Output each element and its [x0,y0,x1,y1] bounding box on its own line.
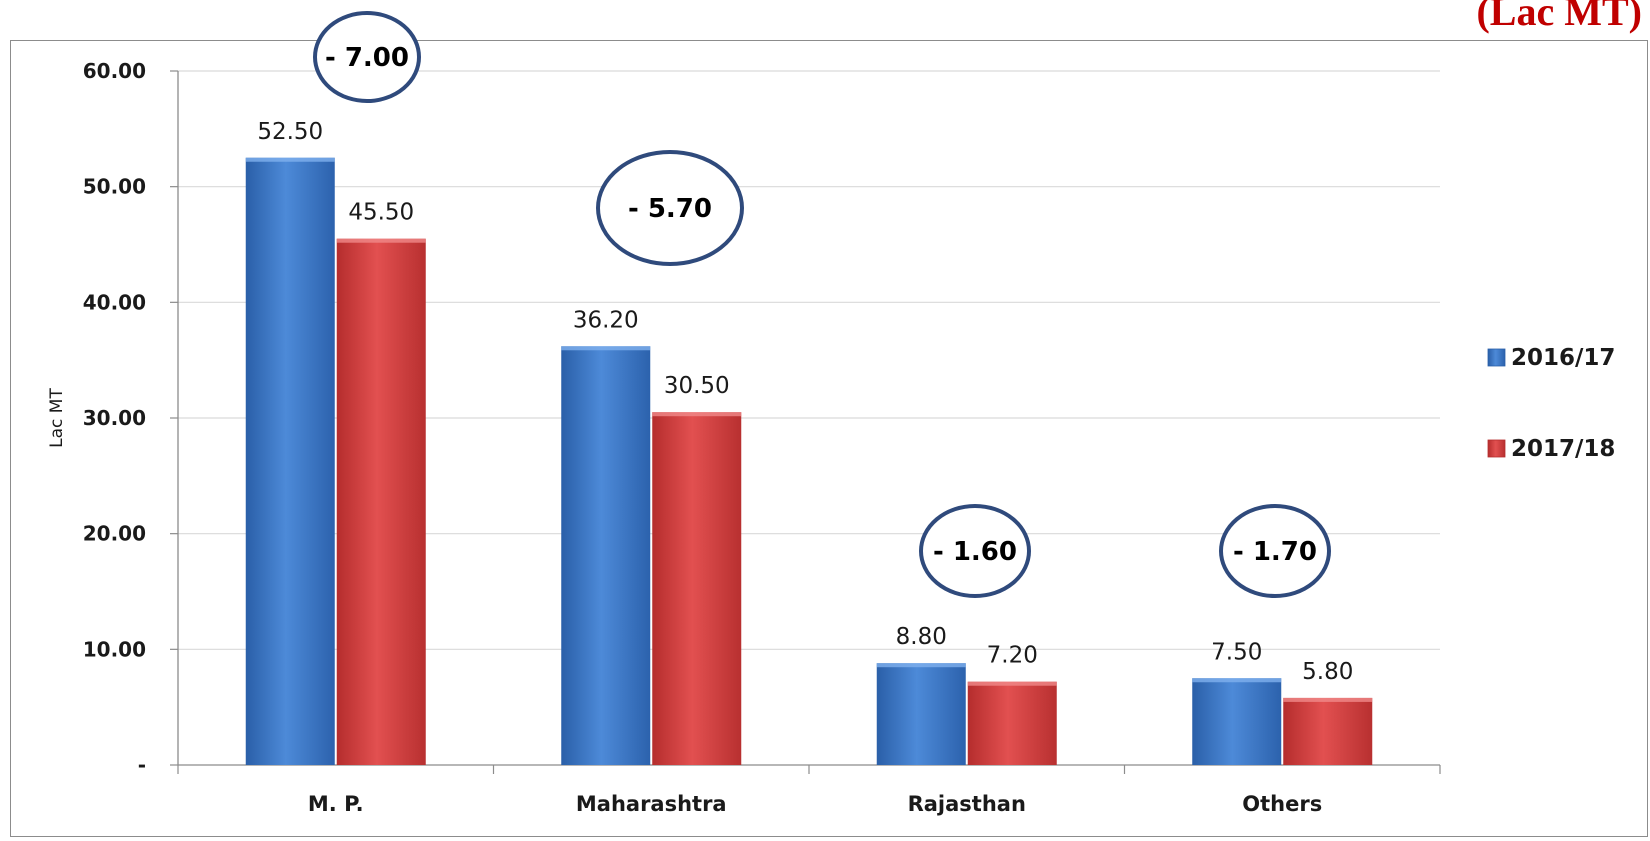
data-label: 30.50 [664,373,730,399]
change-annotation-text: - 1.70 [1233,537,1317,567]
data-label: 36.20 [573,307,639,333]
bar-top-highlight [1192,678,1282,683]
x-category-label: M. P. [308,792,364,816]
data-label: 8.80 [896,624,947,650]
bar-2017/18 [967,681,1057,765]
y-tick-label: 20.00 [83,522,146,546]
y-tick-label: 10.00 [83,637,146,661]
bar-top-highlight [1283,697,1373,702]
data-label: 5.80 [1302,659,1353,685]
axes: - 10.00 20.00 30.00 40.00 50.00 60.00 Lac MT M. … [47,59,1441,816]
chart-frame [10,40,1648,837]
labels: 52.50 45.50 36.20 30.50 8.80 7.20 7.50 5.80 [257,119,1353,685]
y-axis-label: Lac MT [47,388,67,448]
y-tick-label: - [138,753,146,777]
x-category-label: Maharashtra [576,792,727,816]
bar-top-highlight [876,663,966,668]
change-annotation-text: - 5.70 [628,194,712,224]
bar-top-highlight [336,238,426,243]
bar-top-highlight [245,157,335,162]
y-tick-label: 60.00 [83,59,146,83]
bar-top-highlight [652,412,742,417]
change-annotation-text: - 1.60 [933,537,1017,567]
y-tick-label: 40.00 [83,290,146,314]
data-label: 45.50 [348,200,414,226]
data-label: 7.50 [1211,639,1262,665]
legend-swatch [1487,439,1506,458]
bar-2016/17 [876,663,966,765]
change-annotation-text: - 7.00 [325,43,409,73]
annotations: - 7.00 - 5.70 - 1.60 - 1.70 [313,11,1331,598]
data-label: 7.20 [987,643,1038,669]
bar-top-highlight [967,681,1057,686]
x-category-label: Rajasthan [908,792,1026,816]
bar-2016/17 [561,346,651,765]
change-annotation-ellipse [919,504,1031,598]
bars [245,157,1373,765]
legend-label: 2016/17 [1511,345,1615,371]
y-tick-label: 30.00 [83,406,146,430]
change-annotation-ellipse [1219,504,1331,598]
change-annotation-ellipse [313,11,421,103]
bar-2016/17 [245,157,335,765]
change-annotation-ellipse [596,150,744,266]
data-label: 52.50 [257,119,323,145]
legend-swatch [1487,348,1506,367]
bar-2017/18 [336,238,426,765]
legend-label: 2017/18 [1511,436,1615,462]
bar-top-highlight [561,346,651,351]
x-category-label: Others [1242,792,1322,816]
bar-2016/17 [1192,678,1282,765]
unit-title: (Lac MT) [1476,0,1642,34]
bar-2017/18 [652,412,742,765]
y-tick-label: 50.00 [83,175,146,199]
bar-2017/18 [1283,697,1373,765]
legend: 2016/17 2017/18 [1487,345,1615,462]
